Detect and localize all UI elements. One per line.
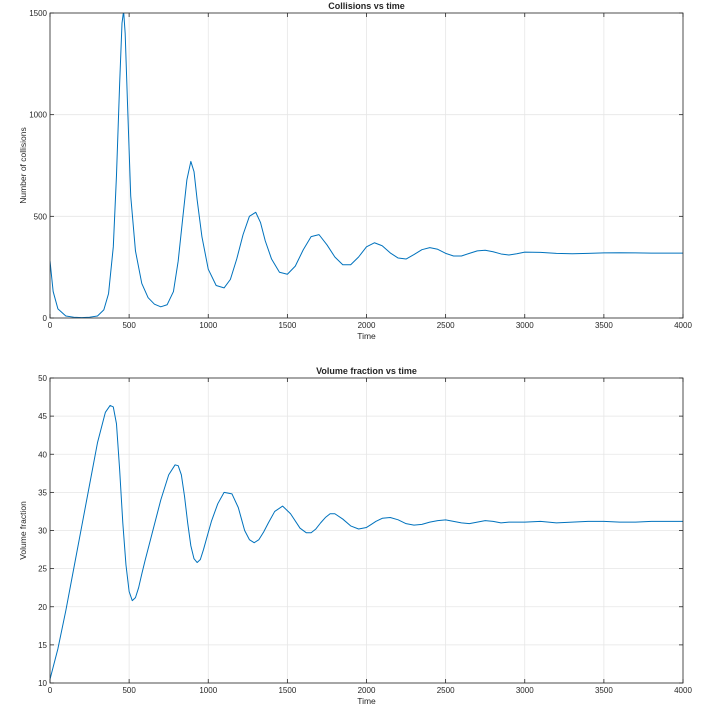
x-tick-label: 1000 [199,686,217,695]
x-tick-label: 2000 [358,321,376,330]
x-axis-label: Time [357,696,376,706]
x-tick-label: 0 [48,321,53,330]
y-axis-label: Number of collisions [18,127,28,204]
x-tick-label: 3000 [516,321,534,330]
volume-fraction-chart: 0 500 1000 1500 2000 2500 3000 3500 4000 10 15 20 25… [18,366,692,706]
series-line [50,404,683,680]
x-tick-label: 2000 [358,686,376,695]
y-tick-label: 10 [38,679,47,688]
y-tick-label: 45 [38,412,47,421]
x-tick-label: 3000 [516,686,534,695]
y-tick-label: 20 [38,603,47,612]
y-tick-label: 50 [38,374,47,383]
x-tick-label: 2500 [437,321,455,330]
y-tick-label: 40 [38,450,47,459]
x-tick-label: 0 [48,686,53,695]
x-tick-label: 2500 [437,686,455,695]
chart-title: Volume fraction vs time [316,366,417,376]
x-tick-label: 1500 [278,321,296,330]
y-tick-label: 1000 [29,111,47,120]
x-tick-label: 1000 [199,321,217,330]
x-tick-label: 1500 [278,686,296,695]
y-tick-label: 15 [38,641,47,650]
x-tick-label: 4000 [674,686,692,695]
y-tick-label: 500 [34,212,48,221]
x-tick-label: 3500 [595,686,613,695]
y-tick-label: 30 [38,527,47,536]
y-tick-label: 0 [43,314,48,323]
y-tick-label: 35 [38,488,47,497]
y-tick-label: 25 [38,565,47,574]
x-axis-label: Time [357,331,376,341]
chart-title: Collisions vs time [328,1,405,11]
collisions-chart: 0 500 1000 1500 2000 2500 3000 3500 4000 0 500 1000… [18,1,692,341]
x-tick-label: 500 [122,321,136,330]
series-line [50,13,683,318]
y-tick-label: 1500 [29,9,47,18]
x-tick-label: 3500 [595,321,613,330]
x-tick-label: 500 [122,686,136,695]
y-axis-label: Volume fraction [18,501,28,560]
x-tick-label: 4000 [674,321,692,330]
